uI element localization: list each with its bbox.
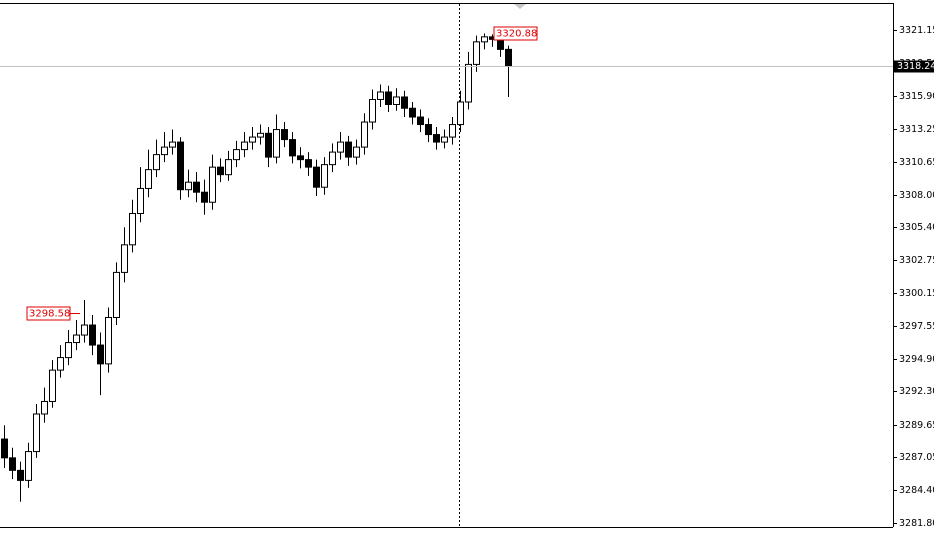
candle-body bbox=[113, 271, 120, 319]
candle-body bbox=[209, 166, 216, 203]
candle-body bbox=[73, 334, 80, 344]
candle-body bbox=[345, 141, 352, 158]
candle-body bbox=[217, 166, 224, 176]
candle-body bbox=[273, 129, 280, 158]
shift-marker bbox=[514, 4, 526, 9]
y-tick-label: 3302.75 bbox=[899, 255, 934, 266]
candle-body bbox=[297, 155, 304, 161]
candle-body bbox=[225, 159, 232, 176]
candle-body bbox=[329, 151, 336, 166]
candle-body bbox=[337, 141, 344, 153]
candle-body bbox=[121, 244, 128, 273]
candle-body bbox=[169, 141, 176, 148]
candle-body bbox=[361, 121, 368, 148]
candle-body bbox=[377, 91, 384, 100]
y-tick-label: 3294.90 bbox=[899, 354, 934, 365]
candle-body bbox=[473, 41, 480, 65]
annotation-label: 3320.88 bbox=[496, 29, 537, 40]
y-tick-label: 3292.30 bbox=[899, 386, 934, 397]
candle-body bbox=[17, 469, 24, 481]
candle-body bbox=[441, 136, 448, 143]
candle-body bbox=[65, 342, 72, 359]
candle-body bbox=[353, 146, 360, 158]
candle-body bbox=[161, 146, 168, 156]
candle-body bbox=[137, 187, 144, 215]
candle-body bbox=[97, 344, 104, 365]
candle-body bbox=[257, 132, 264, 138]
candle-body bbox=[81, 324, 88, 336]
candle-body bbox=[393, 96, 400, 105]
candle-body bbox=[321, 164, 328, 188]
candle-body bbox=[385, 91, 392, 105]
candle-body bbox=[233, 149, 240, 161]
candle-body bbox=[433, 134, 440, 143]
candle-body bbox=[401, 96, 408, 109]
candle-body bbox=[25, 451, 32, 481]
y-tick-label: 3305.40 bbox=[899, 222, 934, 233]
candle-body bbox=[9, 457, 16, 471]
annotation-label: 3298.58 bbox=[29, 309, 70, 320]
candle-body bbox=[313, 166, 320, 188]
candle-body bbox=[33, 413, 40, 453]
candle-body bbox=[49, 369, 56, 402]
y-tick-label: 3308.00 bbox=[899, 190, 934, 201]
y-tick-label: 3300.15 bbox=[899, 288, 934, 299]
y-tick-label: 3289.65 bbox=[899, 420, 934, 431]
candle-body bbox=[249, 136, 256, 143]
y-tick-label: 3315.90 bbox=[899, 91, 934, 102]
candle-body bbox=[57, 357, 64, 371]
y-tick-label: 3310.65 bbox=[899, 157, 934, 168]
candle-body bbox=[417, 116, 424, 126]
candle-body bbox=[201, 191, 208, 203]
candle-body bbox=[89, 324, 96, 346]
candle-body bbox=[153, 154, 160, 171]
candle-body bbox=[129, 213, 136, 246]
candle-body bbox=[241, 141, 248, 151]
annotation-box bbox=[26, 306, 71, 321]
y-tick-label: 3313.25 bbox=[899, 124, 934, 135]
candle-body bbox=[481, 36, 488, 43]
last-price-box bbox=[893, 60, 934, 73]
y-tick-label: 3281.80 bbox=[899, 518, 934, 529]
candle-body bbox=[289, 139, 296, 157]
annotation-box bbox=[493, 26, 538, 41]
y-tick-label: 3321.15 bbox=[899, 25, 934, 36]
candle-body bbox=[265, 132, 272, 158]
candle-body bbox=[193, 181, 200, 193]
y-tick-label: 3297.55 bbox=[899, 321, 934, 332]
candle-body bbox=[145, 169, 152, 189]
candle-body bbox=[409, 107, 416, 118]
candle-body bbox=[41, 400, 48, 415]
candle-body bbox=[281, 129, 288, 141]
candle-body bbox=[505, 48, 512, 67]
candle-body bbox=[449, 124, 456, 138]
candle-body bbox=[1, 438, 8, 459]
candle-body bbox=[305, 159, 312, 168]
candle-body bbox=[425, 124, 432, 136]
candle-body bbox=[185, 181, 192, 191]
candle-body bbox=[457, 101, 464, 126]
candle-body bbox=[105, 317, 112, 365]
last-price-label: 3318.24 bbox=[897, 61, 934, 72]
y-tick-label: 3284.40 bbox=[899, 485, 934, 496]
candle-body bbox=[497, 38, 504, 50]
candle-body bbox=[369, 98, 376, 123]
y-tick-label: 3287.05 bbox=[899, 452, 934, 463]
candle-body bbox=[177, 141, 184, 191]
candle-body bbox=[465, 63, 472, 103]
